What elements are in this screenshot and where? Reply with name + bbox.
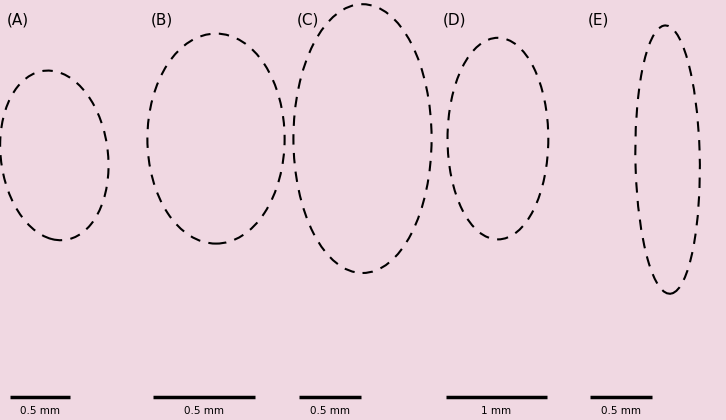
- Text: 0.5 mm: 0.5 mm: [601, 406, 641, 416]
- Text: 0.5 mm: 0.5 mm: [184, 406, 224, 416]
- Text: 1 mm: 1 mm: [481, 406, 512, 416]
- Text: (A): (A): [7, 13, 29, 28]
- Text: (B): (B): [150, 13, 173, 28]
- Text: (C): (C): [296, 13, 319, 28]
- Text: 0.5 mm: 0.5 mm: [310, 406, 350, 416]
- Text: (E): (E): [587, 13, 608, 28]
- Text: 0.5 mm: 0.5 mm: [20, 406, 60, 416]
- Text: (D): (D): [443, 13, 467, 28]
